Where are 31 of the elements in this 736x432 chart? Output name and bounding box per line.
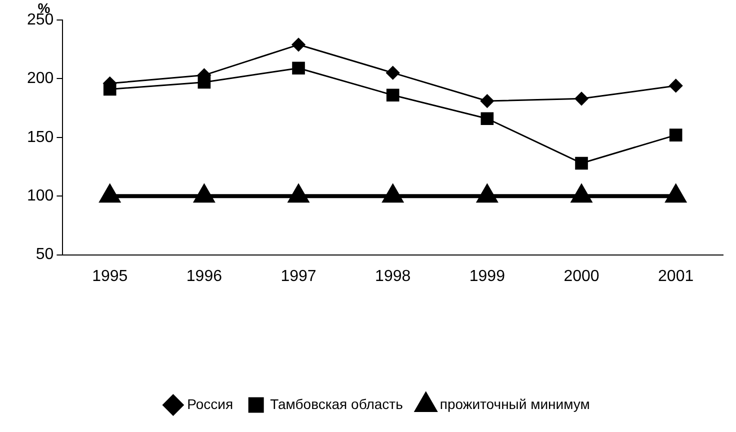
x-tick-label: 2001 (658, 268, 694, 285)
point (288, 185, 308, 203)
point (100, 185, 120, 203)
point (666, 185, 686, 203)
x-tick-label: 1996 (186, 268, 222, 285)
point (386, 66, 400, 80)
legend-label: Тамбовская область (270, 396, 403, 412)
point (480, 112, 494, 126)
point (383, 185, 403, 203)
x-tick-label: 1998 (375, 268, 411, 285)
point (480, 94, 494, 108)
point (572, 185, 592, 203)
point (669, 78, 683, 92)
legend-label: прожиточный минимум (440, 396, 590, 412)
point (575, 156, 588, 170)
point (669, 128, 682, 142)
y-tick-label: 50 (36, 246, 54, 264)
x-tick-label: 2000 (564, 268, 600, 285)
y-tick-label: 100 (26, 188, 54, 205)
y-tick-label: 200 (26, 70, 54, 88)
point (386, 88, 400, 102)
point (194, 185, 214, 203)
point (477, 185, 497, 203)
x-tick-label: 1999 (469, 268, 506, 285)
point (292, 62, 305, 75)
point (292, 38, 306, 52)
point (574, 92, 588, 106)
x-tick-label: 1997 (280, 268, 316, 285)
legend-label: Россия (187, 396, 234, 412)
y-tick-label: 150 (26, 128, 54, 146)
x-tick-label: 1995 (92, 268, 128, 285)
